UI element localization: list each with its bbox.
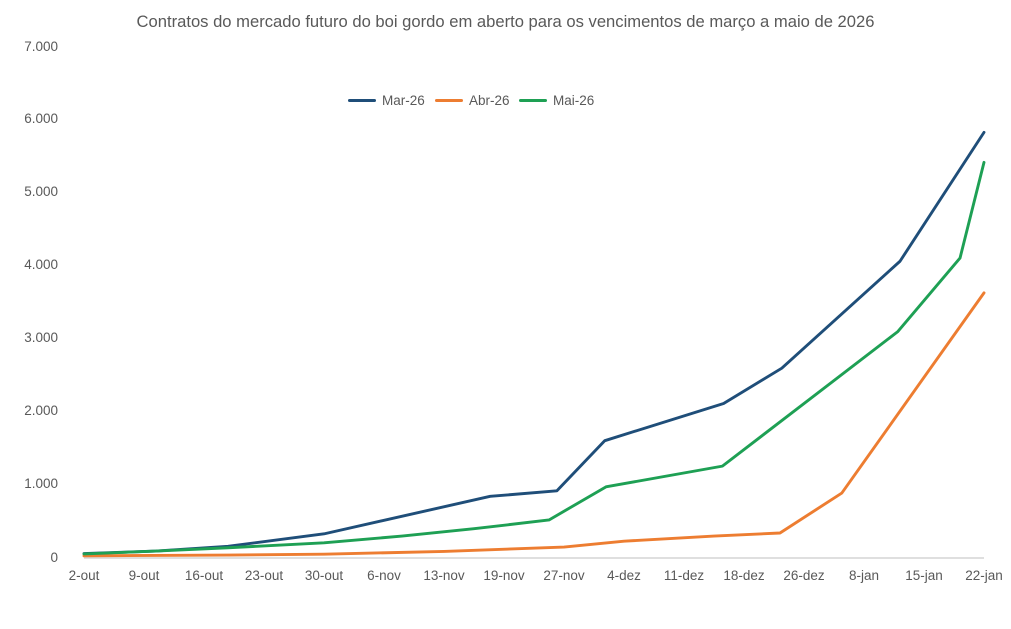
svg-text:8-jan: 8-jan — [849, 568, 879, 583]
svg-text:18-dez: 18-dez — [723, 568, 765, 583]
svg-text:15-jan: 15-jan — [905, 568, 943, 583]
svg-text:4.000: 4.000 — [24, 257, 58, 272]
svg-text:23-out: 23-out — [245, 568, 284, 583]
svg-text:30-out: 30-out — [305, 568, 344, 583]
svg-text:6.000: 6.000 — [24, 111, 58, 126]
svg-text:0: 0 — [50, 550, 58, 565]
svg-text:26-dez: 26-dez — [783, 568, 825, 583]
svg-text:27-nov: 27-nov — [543, 568, 585, 583]
svg-text:1.000: 1.000 — [24, 476, 58, 491]
svg-text:6-nov: 6-nov — [367, 568, 401, 583]
svg-text:4-dez: 4-dez — [607, 568, 641, 583]
svg-text:13-nov: 13-nov — [423, 568, 465, 583]
svg-text:16-out: 16-out — [185, 568, 224, 583]
svg-text:5.000: 5.000 — [24, 184, 58, 199]
svg-text:11-dez: 11-dez — [664, 568, 705, 583]
svg-text:2-out: 2-out — [69, 568, 100, 583]
svg-text:7.000: 7.000 — [24, 39, 58, 54]
svg-text:3.000: 3.000 — [24, 330, 58, 345]
svg-text:19-nov: 19-nov — [483, 568, 525, 583]
svg-text:9-out: 9-out — [129, 568, 160, 583]
svg-text:2.000: 2.000 — [24, 403, 58, 418]
svg-text:22-jan: 22-jan — [965, 568, 1003, 583]
